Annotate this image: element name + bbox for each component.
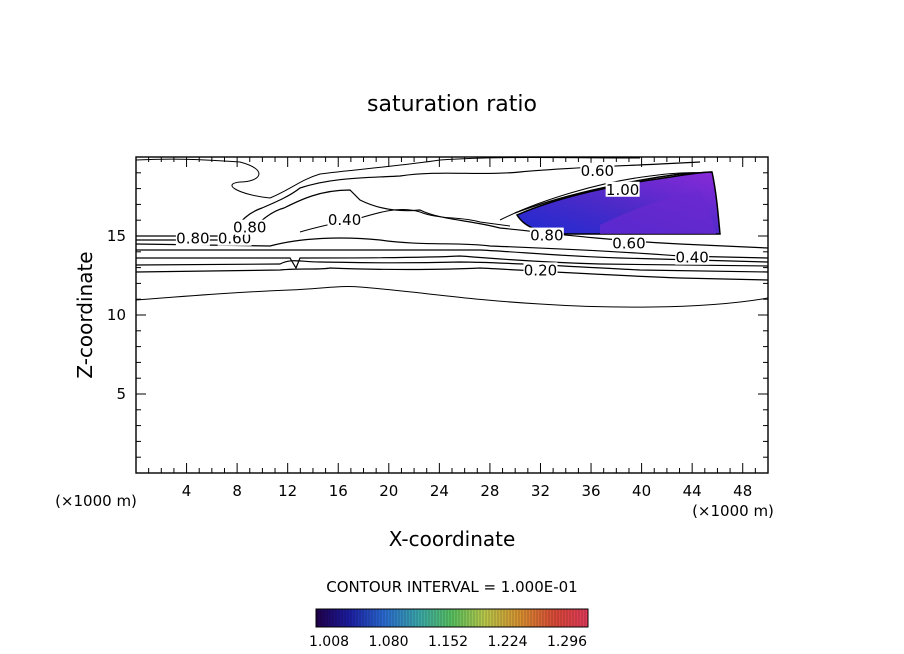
colorbar-tick-label: 1.080 <box>368 634 408 650</box>
contour-line <box>136 255 768 270</box>
contour-line <box>136 237 768 259</box>
contour-label-bg <box>580 162 615 178</box>
x-tick-label: 32 <box>531 482 550 500</box>
y-tick-label: 15 <box>107 227 126 245</box>
contour-line <box>514 171 713 214</box>
contour-label-bg <box>611 235 646 251</box>
contour-line <box>136 249 768 263</box>
colorbar-stripes <box>317 609 586 627</box>
x-tick-label: 24 <box>430 482 449 500</box>
contour-label-bg <box>175 230 210 246</box>
x-axis-label: X-coordinate <box>389 527 516 551</box>
y-tick-label: 10 <box>107 306 126 324</box>
contour-label: 1.00 <box>606 181 639 199</box>
contour-label-bg <box>605 181 640 197</box>
contour-label: 0.80 <box>530 227 563 245</box>
y-tick-label: 5 <box>116 385 126 403</box>
x-tick-label: 44 <box>683 482 702 500</box>
contour-label: 0.80 <box>233 219 266 237</box>
contour-lines <box>136 157 768 308</box>
contour-label-bg <box>523 262 558 278</box>
contour-label: 0.20 <box>524 261 557 279</box>
x-axis-unit-right: (×1000 m) <box>692 502 774 520</box>
contour-labels: 0.601.000.400.80 0.600.80 0.80 0.600.400.20 <box>175 162 710 279</box>
colorbar-labels: 1.008 1.080 1.152 1.224 1.296 <box>309 634 587 650</box>
contour-interval-note: CONTOUR INTERVAL = 1.000E-01 <box>326 578 577 596</box>
contour-line <box>136 157 641 199</box>
axis-ticks <box>136 157 768 473</box>
x-tick-label: 48 <box>733 482 752 500</box>
y-axis-label: Z-coordinate <box>73 251 97 378</box>
chart-title: saturation ratio <box>367 92 537 117</box>
x-tick-label: 4 <box>182 482 192 500</box>
x-tick-label: 40 <box>632 482 651 500</box>
contour-line <box>136 285 768 308</box>
contour-label: 0.40 <box>328 211 361 229</box>
x-tick-label: 20 <box>379 482 398 500</box>
x-tick-label: 28 <box>480 482 499 500</box>
x-tick-label: 36 <box>581 482 600 500</box>
contour-label-bg <box>327 211 362 227</box>
colorbar-tick-label: 1.008 <box>309 634 349 650</box>
contour-label-bg <box>232 219 267 235</box>
x-tick-label: 16 <box>329 482 348 500</box>
fill-inner-shade <box>600 190 716 234</box>
contour-line <box>136 161 701 237</box>
contour-line <box>136 267 768 281</box>
contour-label-bg <box>675 249 710 265</box>
x-tick-label: 12 <box>278 482 297 500</box>
contour-label: 0.60 <box>612 234 645 252</box>
contour-label: 0.60 <box>581 162 614 180</box>
contour-label: 0.40 <box>675 249 708 267</box>
contour-label: 0.80 <box>176 230 209 248</box>
contour-line <box>136 260 768 273</box>
colorbar-tick-label: 1.296 <box>547 634 587 650</box>
contour-label-bg <box>529 227 564 243</box>
colorbar-tick-label: 1.224 <box>487 634 527 650</box>
colorbar-tick-label: 1.152 <box>428 634 468 650</box>
x-axis-unit-left: (×1000 m) <box>55 492 137 510</box>
x-tick-label: 8 <box>232 482 242 500</box>
